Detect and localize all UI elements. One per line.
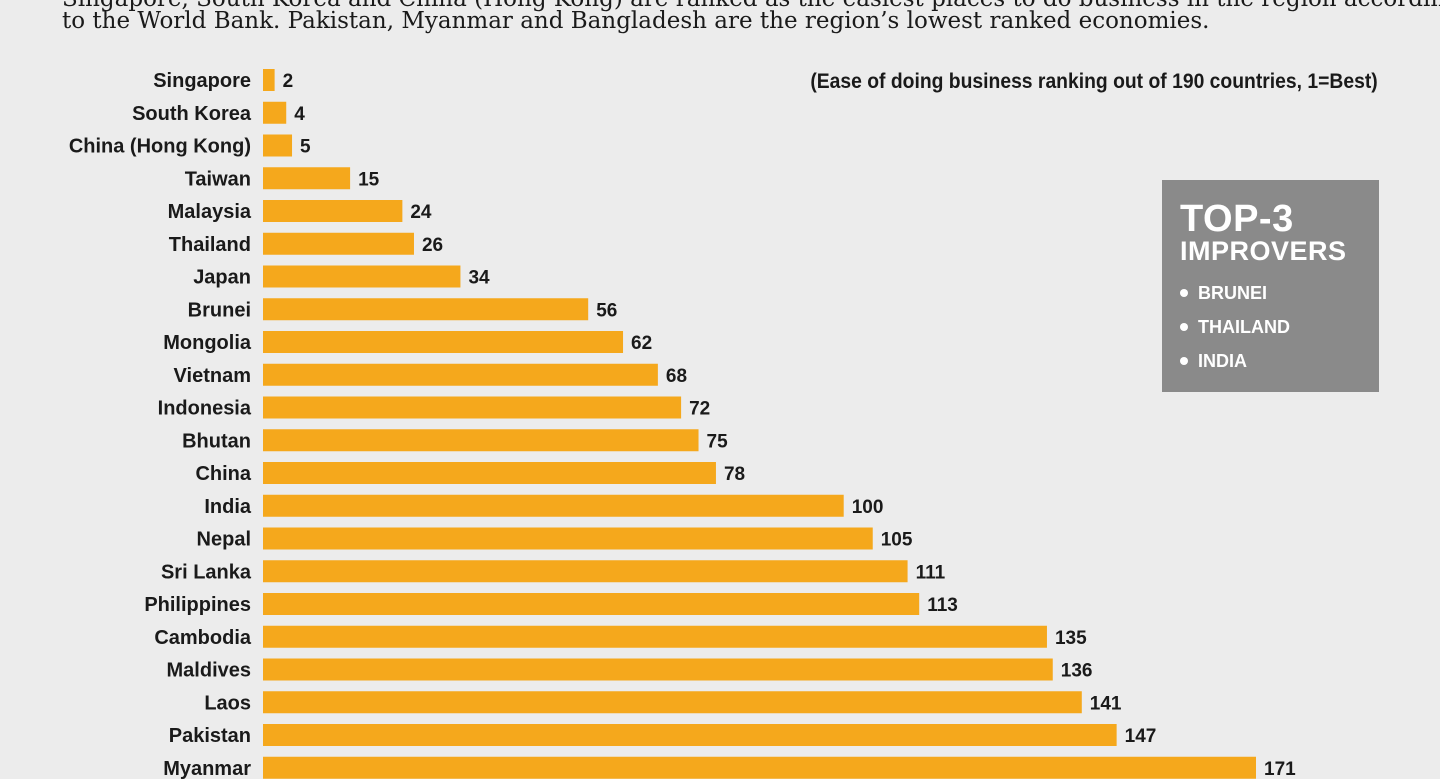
- data-label: 15: [358, 169, 380, 190]
- bar: [263, 101, 287, 124]
- category-label: Mongolia: [163, 332, 252, 354]
- improver-label: THAILAND: [1198, 317, 1290, 337]
- category-label: China (Hong Kong): [69, 136, 251, 158]
- bar: [263, 396, 682, 419]
- category-label: Pakistan: [169, 725, 251, 747]
- improver-label: INDIA: [1198, 351, 1247, 371]
- bar: [263, 462, 716, 484]
- bar: [263, 625, 1047, 648]
- improver-item: THAILAND: [1180, 310, 1379, 344]
- top-improvers-box: TOP-3 IMPROVERS BRUNEI THAILAND INDIA: [1162, 180, 1379, 392]
- intro-text: to the World Bank. Pakistan, Myanmar and…: [62, 8, 1210, 34]
- bar: [263, 331, 624, 353]
- data-label: 136: [1061, 661, 1093, 682]
- bar: [263, 134, 293, 157]
- data-label: 72: [689, 399, 710, 420]
- data-label: 105: [881, 530, 913, 551]
- bullet-icon: [1180, 289, 1188, 297]
- data-label: 75: [707, 431, 729, 452]
- category-label: South Korea: [132, 103, 252, 125]
- intro-text-top-partial: Singapore, South Korea and China (Hong K…: [62, 0, 1440, 12]
- category-label: Bhutan: [182, 430, 251, 452]
- data-label: 2: [283, 71, 294, 92]
- improvers-subtitle: IMPROVERS: [1180, 236, 1347, 266]
- bar: [263, 69, 275, 91]
- category-label: Thailand: [169, 234, 251, 256]
- data-label: 62: [631, 333, 652, 354]
- improver-item: BRUNEI: [1180, 276, 1379, 310]
- category-label: Cambodia: [154, 627, 252, 649]
- bar: [263, 494, 844, 517]
- bar: [263, 527, 873, 550]
- category-label: Philippines: [144, 594, 251, 616]
- category-label: Japan: [193, 267, 251, 289]
- bar: [263, 724, 1117, 746]
- category-label: China: [195, 463, 251, 485]
- bar: [263, 593, 920, 615]
- chart-subtitle: (Ease of doing business ranking out of 1…: [810, 70, 1378, 93]
- bar: [263, 200, 403, 222]
- bar: [263, 658, 1053, 681]
- bar: [263, 429, 699, 452]
- category-label: Laos: [204, 692, 251, 714]
- category-label: Singapore: [153, 70, 251, 92]
- improver-label: BRUNEI: [1198, 283, 1268, 303]
- bar: [263, 232, 414, 255]
- bar: [263, 265, 461, 288]
- category-label: Vietnam: [174, 365, 251, 387]
- bullet-icon: [1180, 357, 1188, 365]
- improvers-title: TOP-3: [1180, 198, 1294, 240]
- data-label: 147: [1125, 726, 1157, 747]
- data-label: 141: [1090, 693, 1122, 714]
- category-label: Malaysia: [168, 201, 252, 223]
- data-label: 113: [927, 595, 958, 616]
- data-label: 100: [852, 497, 884, 518]
- data-label: 24: [410, 202, 432, 223]
- bullet-icon: [1180, 323, 1188, 331]
- category-label: Nepal: [197, 529, 251, 551]
- bar: [263, 560, 908, 583]
- category-label: India: [204, 496, 252, 518]
- data-label: 135: [1055, 628, 1087, 649]
- category-label: Taiwan: [185, 168, 251, 190]
- data-label: 4: [294, 104, 305, 125]
- improvers-list: BRUNEI THAILAND INDIA: [1180, 276, 1379, 378]
- category-label: Myanmar: [163, 758, 251, 779]
- data-label: 26: [422, 235, 443, 256]
- data-label: 68: [666, 366, 687, 387]
- improver-item: INDIA: [1180, 344, 1379, 378]
- category-label: Maldives: [167, 660, 251, 682]
- data-label: 111: [916, 562, 946, 583]
- data-label: 5: [300, 137, 311, 158]
- bar: [263, 298, 589, 321]
- bar: [263, 363, 658, 386]
- data-label: 78: [724, 464, 745, 485]
- bar: [263, 756, 1256, 779]
- bar: [263, 691, 1082, 714]
- data-label: 171: [1264, 759, 1296, 779]
- bar: [263, 167, 351, 190]
- category-label: Brunei: [188, 299, 251, 321]
- category-label: Sri Lanka: [161, 561, 252, 583]
- data-label: 34: [468, 268, 490, 289]
- category-label: Indonesia: [158, 398, 252, 420]
- data-label: 56: [596, 300, 617, 321]
